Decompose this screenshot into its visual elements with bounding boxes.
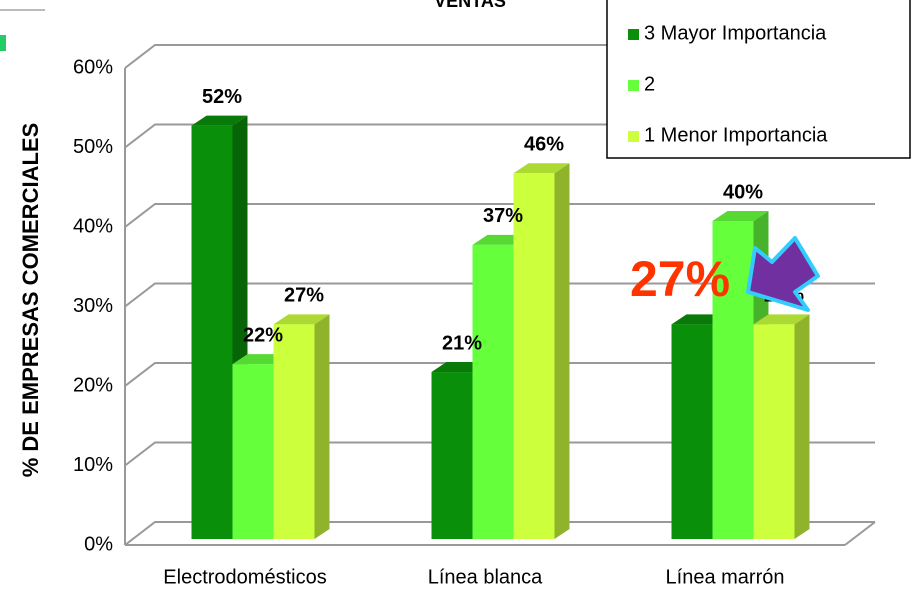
bar-top <box>273 314 330 325</box>
grid-line <box>124 362 875 387</box>
bar <box>191 115 248 539</box>
data-label: 27% <box>284 285 324 307</box>
bar-top <box>753 314 810 325</box>
y-tick-label: 20% <box>73 374 113 396</box>
bar-front <box>472 244 514 539</box>
bar <box>513 163 570 540</box>
legend-box <box>606 0 911 159</box>
bar-front <box>671 324 713 539</box>
x-tick-label: Electrodomésticos <box>163 566 326 588</box>
bar-front <box>513 173 555 540</box>
grid-line <box>124 203 875 228</box>
legend: 3 Mayor Importancia 2 1 Menor Importancia <box>628 22 828 146</box>
bar-front <box>712 221 754 539</box>
legend-swatch <box>628 80 639 91</box>
bar-side <box>314 314 330 539</box>
y-tick-label: 30% <box>73 295 113 317</box>
axis-line <box>844 521 876 546</box>
legend-label: 3 Mayor Importancia <box>644 22 827 44</box>
data-label: 22% <box>243 324 283 346</box>
bar <box>273 314 330 539</box>
y-tick-label: 50% <box>73 136 113 158</box>
annotation: 27% <box>630 251 730 307</box>
data-label: 46% <box>524 134 564 156</box>
y-tick-label: 60% <box>73 56 113 78</box>
chart-title: VENTAS <box>434 0 506 11</box>
legend-label: 2 <box>644 73 655 95</box>
grid-line <box>124 521 875 546</box>
annotation-arrow <box>746 236 820 312</box>
legend-swatch <box>628 29 639 40</box>
data-label: 21% <box>442 332 482 354</box>
data-label: 52% <box>202 86 242 108</box>
bar-front <box>273 324 315 539</box>
bar-front <box>753 324 795 539</box>
y-tick-label: 0% <box>84 533 113 555</box>
bar-front <box>232 364 274 539</box>
x-tick-label: Línea marrón <box>666 566 785 588</box>
bar-side <box>794 314 810 539</box>
bar-front <box>431 372 473 539</box>
bar-side <box>554 163 570 540</box>
bars <box>191 115 810 540</box>
grid-line <box>124 441 875 467</box>
bar-top <box>191 115 248 126</box>
legend-swatch <box>628 131 639 142</box>
grid-line <box>124 282 875 308</box>
decoration <box>0 35 6 51</box>
bar-front <box>191 125 233 539</box>
y-tick-label: 40% <box>73 215 113 237</box>
y-tick-label: 10% <box>73 454 113 476</box>
y-axis-label: % DE EMPRESAS COMERCIALES <box>18 123 43 478</box>
bar-top <box>712 211 769 221</box>
bar-top <box>513 163 570 174</box>
legend-label: 1 Menor Importancia <box>644 124 828 146</box>
data-label: 37% <box>483 205 523 227</box>
data-label: 40% <box>723 181 763 203</box>
x-tick-label: Línea blanca <box>428 566 543 588</box>
bar <box>753 314 810 539</box>
